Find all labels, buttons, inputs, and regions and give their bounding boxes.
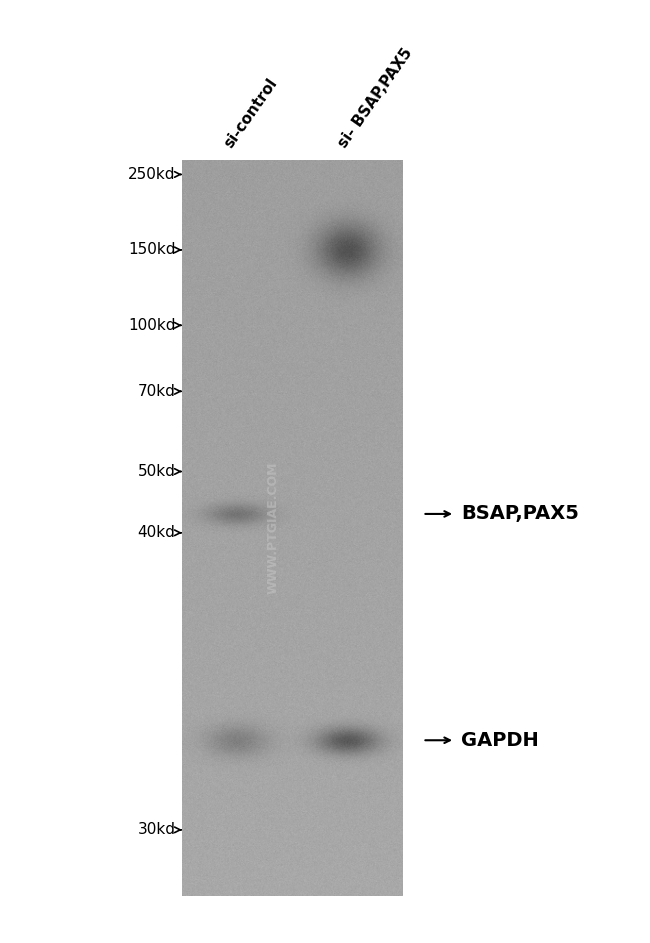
Text: 150kd: 150kd	[128, 242, 176, 257]
Text: WWW.PTGIAE.COM: WWW.PTGIAE.COM	[266, 462, 280, 594]
Text: si- BSAP,PAX5: si- BSAP,PAX5	[335, 45, 415, 151]
Text: 70kd: 70kd	[138, 384, 176, 399]
Text: 50kd: 50kd	[138, 464, 176, 479]
Text: 40kd: 40kd	[138, 525, 176, 540]
Text: si-control: si-control	[222, 75, 281, 151]
Text: BSAP,PAX5: BSAP,PAX5	[462, 505, 579, 523]
Text: 250kd: 250kd	[128, 167, 176, 182]
Text: 100kd: 100kd	[128, 318, 176, 333]
Text: GAPDH: GAPDH	[462, 731, 540, 750]
Text: 30kd: 30kd	[138, 822, 176, 837]
